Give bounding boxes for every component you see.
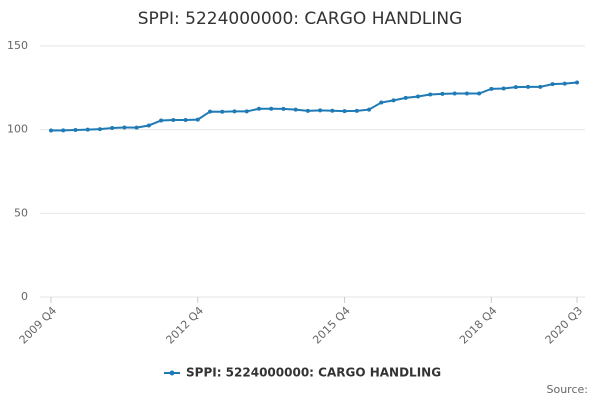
marker	[146, 123, 151, 128]
marker	[61, 128, 66, 133]
marker	[305, 108, 310, 113]
marker	[550, 82, 555, 87]
marker	[49, 128, 53, 133]
x-tick-label: 2012 Q4	[163, 304, 206, 347]
marker	[452, 91, 457, 96]
marker	[489, 86, 494, 91]
marker	[208, 109, 213, 114]
marker	[379, 100, 384, 105]
marker	[244, 109, 249, 114]
marker	[415, 94, 420, 99]
marker	[538, 84, 543, 89]
marker	[562, 81, 567, 86]
marker	[428, 92, 433, 97]
marker	[354, 108, 359, 113]
marker	[73, 128, 78, 133]
marker	[526, 84, 531, 89]
marker	[220, 109, 225, 114]
y-tick-label: 100	[7, 123, 28, 136]
marker	[269, 106, 274, 111]
marker	[281, 106, 286, 111]
marker	[330, 108, 335, 113]
marker	[97, 127, 102, 132]
marker	[122, 125, 127, 130]
legend-marker	[169, 370, 175, 376]
marker	[403, 95, 408, 100]
marker	[159, 118, 164, 123]
source: Source:	[547, 383, 589, 396]
marker	[477, 91, 482, 96]
legend-label: SPPI: 5224000000: CARGO HANDLING	[186, 366, 441, 380]
y-tick-label: 150	[7, 39, 28, 52]
marker	[391, 98, 396, 103]
marker	[134, 125, 139, 130]
marker	[501, 86, 506, 91]
x-tick-label: 2015 Q4	[310, 304, 353, 347]
x-tick-label: 2020 Q3	[543, 304, 586, 347]
marker	[110, 125, 115, 130]
marker	[464, 91, 469, 96]
y-tick-label: 50	[14, 206, 28, 219]
marker	[575, 80, 579, 85]
marker	[232, 109, 237, 114]
x-tick-label: 2009 Q4	[17, 304, 60, 347]
marker	[171, 117, 176, 122]
marker	[256, 106, 261, 111]
x-tick-label: 2018 Q4	[457, 304, 500, 347]
marker	[513, 85, 518, 90]
marker	[318, 108, 323, 113]
line	[50, 81, 578, 132]
marker	[85, 127, 90, 132]
y-tick-label: 0	[21, 290, 28, 303]
marker	[367, 107, 372, 112]
marker	[183, 117, 188, 122]
marker	[293, 107, 298, 112]
marker	[342, 109, 347, 114]
marker	[440, 91, 445, 96]
chart-title: SPPI: 5224000000: CARGO HANDLING	[138, 9, 463, 29]
marker	[195, 117, 200, 122]
